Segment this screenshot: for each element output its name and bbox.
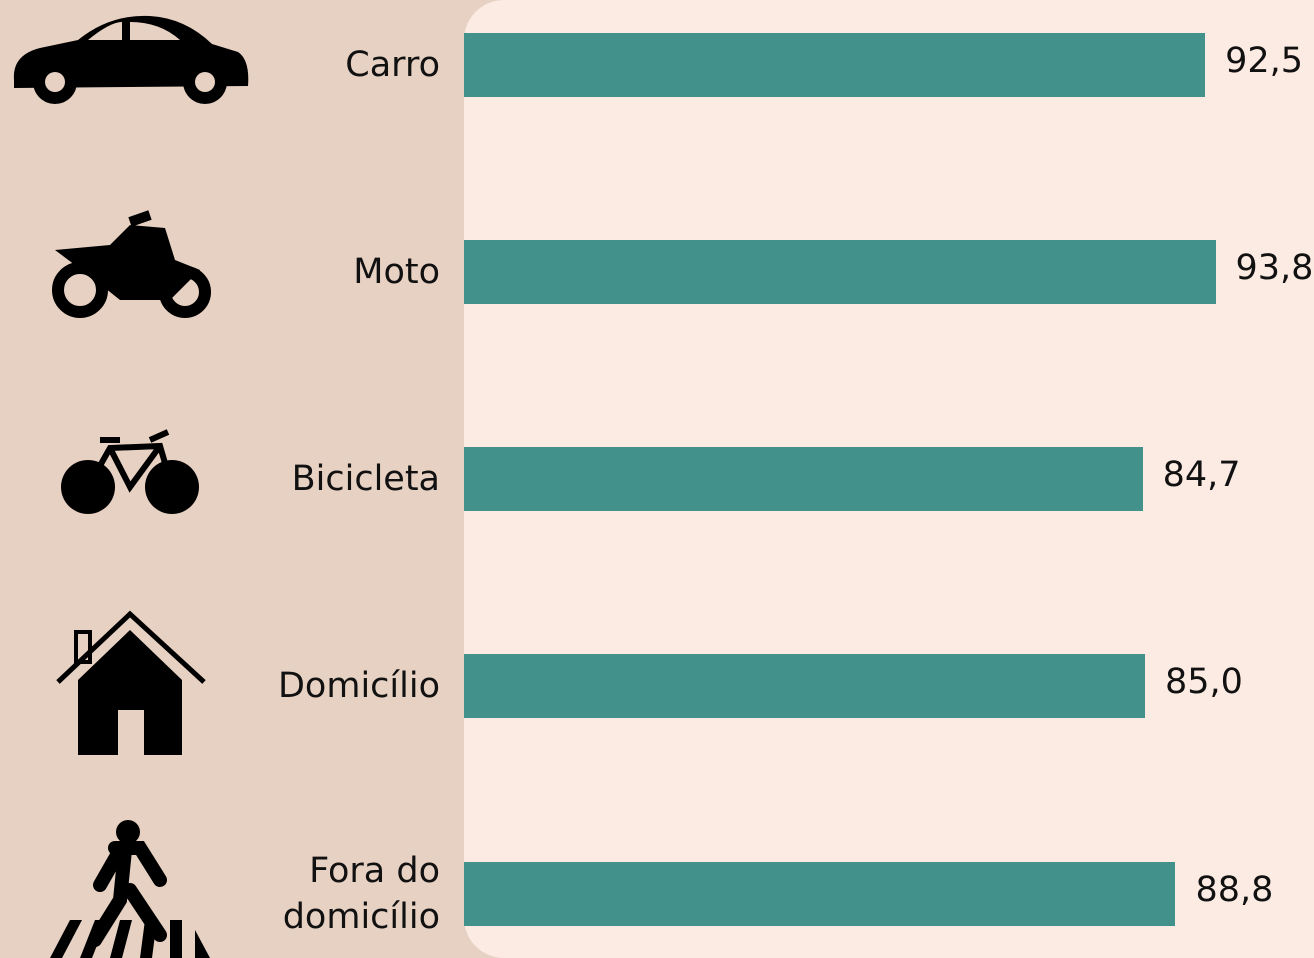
- category-label: Carro: [345, 45, 440, 85]
- value-label: 92,5: [1225, 41, 1304, 81]
- value-label: 85,0: [1165, 662, 1243, 702]
- bar: [464, 33, 1206, 97]
- value-label: 93,8: [1235, 248, 1314, 288]
- bar: [464, 240, 1216, 304]
- value-label: 84,7: [1162, 455, 1241, 495]
- bar: [464, 447, 1143, 511]
- moto-icon: [52, 210, 211, 318]
- category-label: Moto: [353, 252, 440, 292]
- pedestrian-icon: [50, 820, 210, 958]
- car-icon: [13, 15, 249, 104]
- bike-icon: [61, 429, 199, 514]
- category-label: Bicicleta: [291, 459, 440, 499]
- category-label: Fora do domicílio: [282, 851, 440, 937]
- icons: [13, 15, 249, 958]
- bar: [464, 862, 1176, 926]
- value-label: 88,8: [1195, 870, 1274, 910]
- category-label: Domicílio: [277, 666, 440, 706]
- house-icon: [56, 610, 206, 755]
- bar: [464, 654, 1146, 718]
